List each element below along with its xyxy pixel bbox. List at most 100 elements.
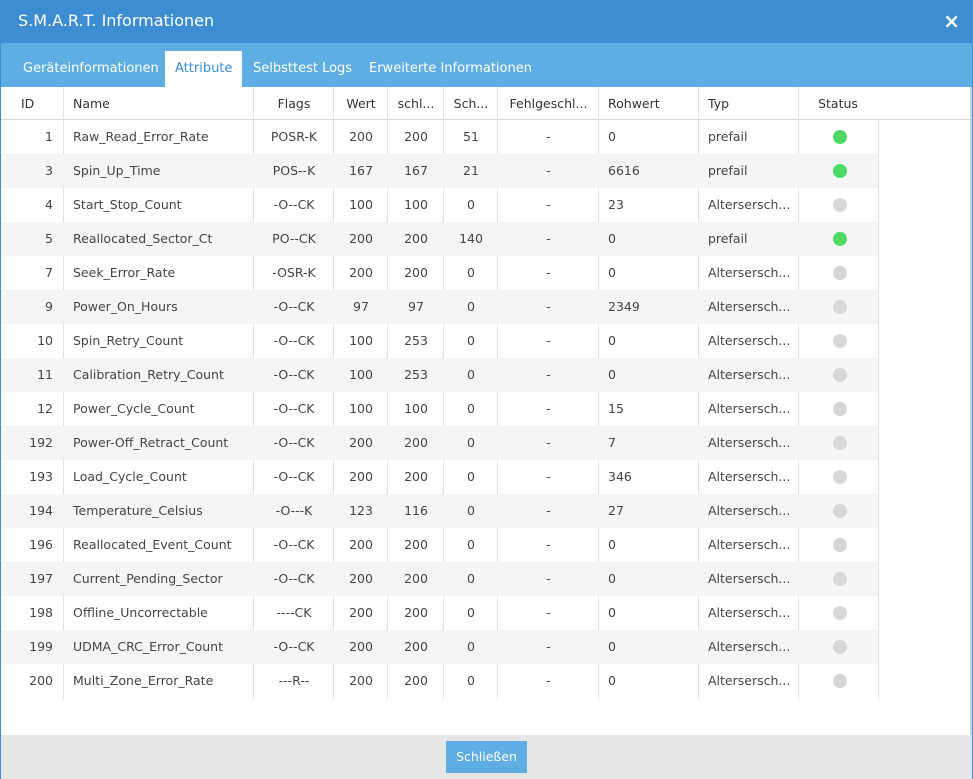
cell-failed: - xyxy=(546,333,551,348)
cell-name: Load_Cycle_Count xyxy=(73,469,187,484)
cell-threshold: 0 xyxy=(467,605,475,620)
table-row[interactable]: 200 Multi_Zone_Error_Rate ---R-- 200 200 0 - 0 A… xyxy=(1,664,878,698)
cell-flags: -OSR-K xyxy=(272,265,316,280)
table-right-border xyxy=(878,120,879,699)
status-indicator-icon xyxy=(833,436,847,450)
cell-name: Temperature_Celsius xyxy=(73,503,203,518)
table-row[interactable]: 4 Start_Stop_Count -O--CK 100 100 0 - 23 Alterse… xyxy=(1,188,878,222)
table-row[interactable]: 7 Seek_Error_Rate -OSR-K 200 200 0 - 0 Altersers… xyxy=(1,256,878,290)
cell-failed: - xyxy=(546,265,551,280)
cell-worst: 100 xyxy=(404,401,428,416)
cell-failed: - xyxy=(546,469,551,484)
table-row[interactable]: 12 Power_Cycle_Count -O--CK 100 100 0 - 15 Alter… xyxy=(1,392,878,426)
column-divider xyxy=(497,87,498,699)
cell-flags: -O--CK xyxy=(273,639,315,654)
tab-geraeteinformationen[interactable]: Geräteinformationen xyxy=(23,61,159,76)
cell-raw: 23 xyxy=(608,197,624,212)
cell-worst: 200 xyxy=(404,469,428,484)
cell-value: 200 xyxy=(349,265,373,280)
table-row[interactable]: 3 Spin_Up_Time POS--K 167 167 21 - 6616 prefail xyxy=(1,154,878,188)
status-indicator-icon xyxy=(833,572,847,586)
cell-id: 3 xyxy=(45,163,53,178)
table-row[interactable]: 192 Power-Off_Retract_Count -O--CK 200 200 0 -… xyxy=(1,426,878,460)
status-indicator-icon xyxy=(833,232,847,246)
table-row[interactable]: 199 UDMA_CRC_Error_Count -O--CK 200 200 0 - 0 Al… xyxy=(1,630,878,664)
table-row[interactable]: 10 Spin_Retry_Count -O--CK 100 253 0 - 0 Alterse… xyxy=(1,324,878,358)
table-row[interactable]: 11 Calibration_Retry_Count -O--CK 100 253 0 - 0… xyxy=(1,358,878,392)
header-status[interactable]: Status xyxy=(818,96,858,111)
header-flags[interactable]: Flags xyxy=(277,96,311,111)
cell-worst: 116 xyxy=(404,503,428,518)
close-button[interactable]: Schließen xyxy=(446,741,527,773)
cell-flags: -O--CK xyxy=(273,299,315,314)
header-name[interactable]: Name xyxy=(73,96,110,111)
table-row[interactable]: 193 Load_Cycle_Count -O--CK 200 200 0 - 346 Alte… xyxy=(1,460,878,494)
cell-raw: 0 xyxy=(608,265,616,280)
cell-value: 123 xyxy=(349,503,373,518)
cell-value: 200 xyxy=(349,673,373,688)
cell-worst: 253 xyxy=(404,333,428,348)
cell-failed: - xyxy=(546,673,551,688)
table-row[interactable]: 5 Reallocated_Sector_Ct PO--CK 200 200 140 - 0 p… xyxy=(1,222,878,256)
header-raw[interactable]: Rohwert xyxy=(608,96,660,111)
header-type[interactable]: Typ xyxy=(708,96,730,111)
cell-id: 194 xyxy=(29,503,53,518)
table-row[interactable]: 1 Raw_Read_Error_Rate POSR-K 200 200 51 - 0 pref… xyxy=(1,120,878,154)
cell-type: Altersersch... xyxy=(708,605,791,620)
header-failed[interactable]: Fehlgeschl... xyxy=(509,96,588,111)
tab-selbsttest-logs[interactable]: Selbsttest Logs xyxy=(253,61,353,76)
table-row[interactable]: 196 Reallocated_Event_Count -O--CK 200 200 0 -… xyxy=(1,528,878,562)
status-indicator-icon xyxy=(833,164,847,178)
tab-attribute[interactable]: Attribute xyxy=(165,51,243,87)
status-indicator-icon xyxy=(833,300,847,314)
cell-threshold: 51 xyxy=(463,129,479,144)
header-id[interactable]: ID xyxy=(21,96,35,111)
cell-worst: 200 xyxy=(404,435,428,450)
status-indicator-icon xyxy=(833,198,847,212)
cell-id: 12 xyxy=(37,401,53,416)
cell-worst: 200 xyxy=(404,231,428,246)
cell-type: Altersersch... xyxy=(708,503,791,518)
cell-type: prefail xyxy=(708,231,748,246)
cell-failed: - xyxy=(546,401,551,416)
cell-failed: - xyxy=(546,299,551,314)
column-divider xyxy=(387,87,388,699)
cell-type: Altersersch... xyxy=(708,197,791,212)
column-divider xyxy=(798,87,799,699)
cell-failed: - xyxy=(546,231,551,246)
scrollbar[interactable] xyxy=(970,87,972,735)
cell-flags: -O--CK xyxy=(273,571,315,586)
header-worst[interactable]: schl... xyxy=(397,96,435,111)
close-icon[interactable]: × xyxy=(943,9,960,33)
cell-raw: 7 xyxy=(608,435,616,450)
cell-value: 200 xyxy=(349,537,373,552)
status-indicator-icon xyxy=(833,606,847,620)
cell-id: 5 xyxy=(45,231,53,246)
table-row[interactable]: 198 Offline_Uncorrectable ----CK 200 200 0 - 0 A… xyxy=(1,596,878,630)
cell-worst: 200 xyxy=(404,605,428,620)
column-divider xyxy=(598,87,599,699)
status-indicator-icon xyxy=(833,674,847,688)
cell-worst: 200 xyxy=(404,673,428,688)
tab-erweiterte-informationen[interactable]: Erweiterte Informationen xyxy=(369,61,532,76)
header-threshold[interactable]: Sch... xyxy=(453,96,489,111)
cell-id: 192 xyxy=(29,435,53,450)
header-value[interactable]: Wert xyxy=(346,96,376,111)
column-divider xyxy=(698,87,699,699)
cell-value: 200 xyxy=(349,435,373,450)
cell-type: Altersersch... xyxy=(708,469,791,484)
cell-type: prefail xyxy=(708,163,748,178)
cell-failed: - xyxy=(546,163,551,178)
cell-flags: -O--CK xyxy=(273,435,315,450)
cell-raw: 0 xyxy=(608,639,616,654)
cell-raw: 0 xyxy=(608,129,616,144)
table-row[interactable]: 9 Power_On_Hours -O--CK 97 97 0 - 2349 Altersers… xyxy=(1,290,878,324)
table-row[interactable]: 197 Current_Pending_Sector -O--CK 200 200 0 - 0… xyxy=(1,562,878,596)
cell-raw: 2349 xyxy=(608,299,640,314)
table-row[interactable]: 194 Temperature_Celsius -O---K 123 116 0 - 27 Al… xyxy=(1,494,878,528)
cell-name: Seek_Error_Rate xyxy=(73,265,176,280)
cell-raw: 0 xyxy=(608,231,616,246)
cell-threshold: 0 xyxy=(467,673,475,688)
cell-name: Reallocated_Sector_Ct xyxy=(73,231,213,246)
